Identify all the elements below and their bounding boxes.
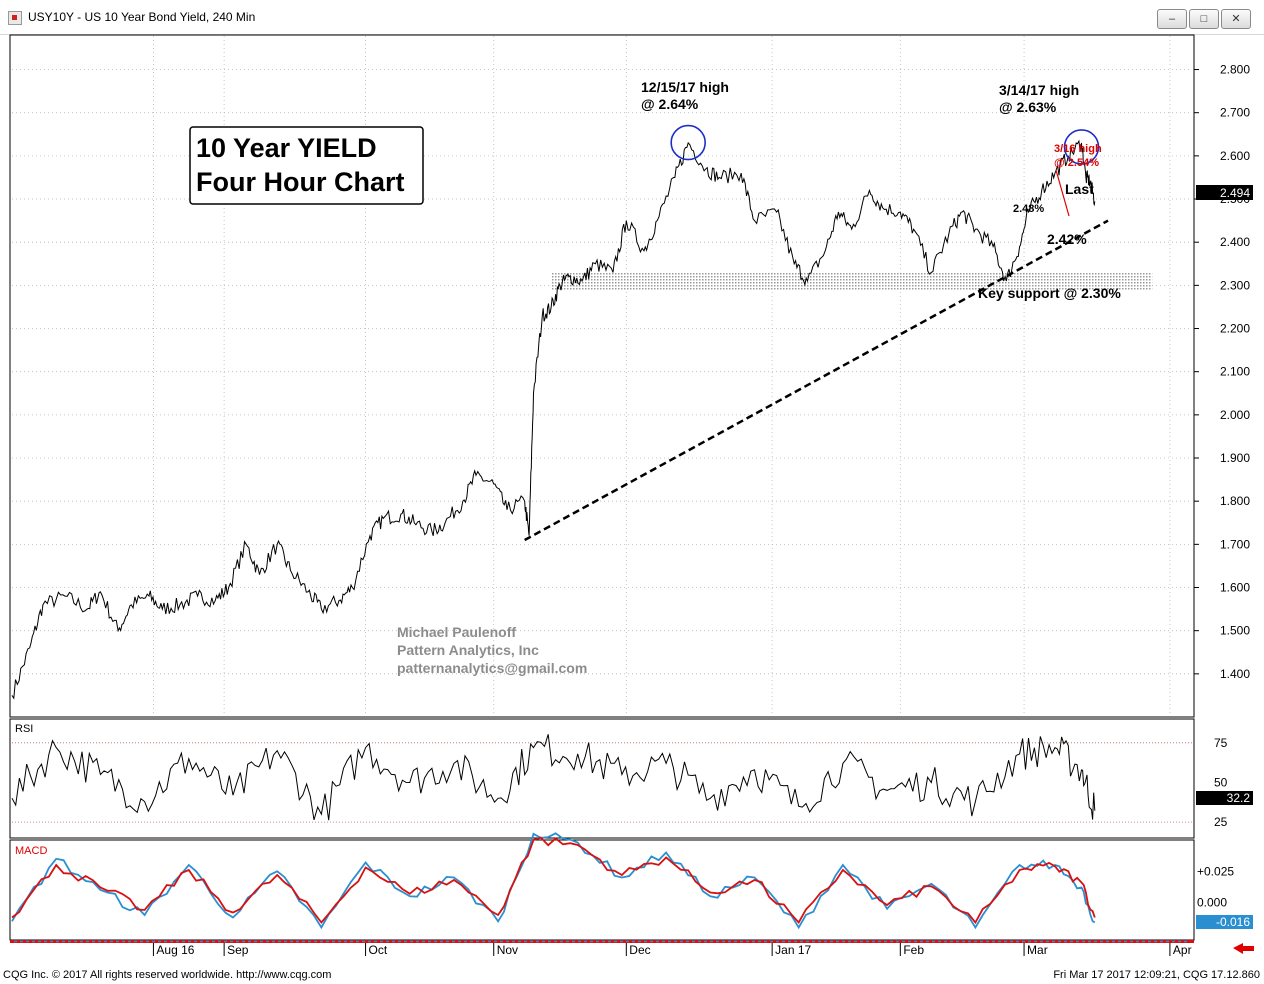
macd-label: MACD xyxy=(15,845,47,857)
support-zone xyxy=(551,272,1153,290)
x-tick-label: Jan 17 xyxy=(775,943,811,957)
annotation-dec-high-line2: @ 2.64% xyxy=(641,96,699,112)
annotation-248: 2.48% xyxy=(1013,203,1044,215)
copyright-text: CQG Inc. © 2017 All rights reserved worl… xyxy=(3,969,332,981)
date-x-axis: Aug 16 Sep Oct Nov Dec Jan 17 Feb Mar Apr xyxy=(10,940,1194,957)
x-tick-label: Dec xyxy=(629,943,650,957)
price-last-value: 2.494 xyxy=(1220,186,1250,200)
status-bar: CQG Inc. © 2017 All rights reserved worl… xyxy=(0,966,1264,984)
macd-series: +0.025 0.000 xyxy=(11,832,1234,930)
x-tick-label: Oct xyxy=(369,943,388,957)
rsi-tick-label: 25 xyxy=(1214,815,1228,829)
y-tick-label: 2.300 xyxy=(1220,278,1250,292)
rsi-label: RSI xyxy=(15,723,33,735)
annotation-key-support: Key support @ 2.30% xyxy=(978,285,1121,301)
y-tick-label: 2.800 xyxy=(1220,63,1250,77)
credit-name: Michael Paulenoff xyxy=(397,624,516,640)
macd-series-signal xyxy=(11,836,1096,925)
macd-tick-label: +0.025 xyxy=(1197,864,1234,878)
credit-email: patternanalytics@gmail.com xyxy=(397,660,587,676)
annotation-dec-high-line1: 12/15/17 high xyxy=(641,79,729,95)
support-band xyxy=(551,272,1153,290)
y-tick-label: 1.500 xyxy=(1220,624,1250,638)
macd-last-value: -0.016 xyxy=(1216,915,1250,929)
annotation-316-high-line1: 3/16 high xyxy=(1054,143,1102,155)
rsi-series: 25 50 75 xyxy=(11,734,1228,829)
maximize-button[interactable]: □ xyxy=(1189,9,1219,29)
y-tick-label: 2.100 xyxy=(1220,365,1250,379)
rising-trendline xyxy=(524,219,1109,542)
macd-tick-label: 0.000 xyxy=(1197,896,1227,910)
chart-subtitle: Four Hour Chart xyxy=(196,167,405,197)
annotation-mar-high-line1: 3/14/17 high xyxy=(999,82,1079,98)
annotation-last: Last xyxy=(1065,181,1094,197)
scroll-right-arrow-icon[interactable] xyxy=(1233,943,1254,954)
price-series xyxy=(11,139,1096,700)
credit-company: Pattern Analytics, Inc xyxy=(397,642,539,658)
macd-panel xyxy=(9,839,1195,941)
annotation-316-high-line2: @ 2.54% xyxy=(1054,157,1099,169)
high-circles xyxy=(670,124,1100,165)
y-tick-label: 1.800 xyxy=(1220,494,1250,508)
price-panel xyxy=(9,34,1195,718)
price-y-axis: 1.400 1.500 1.600 1.700 1.800 1.900 2.000 2.100… xyxy=(1194,63,1250,681)
y-tick-label: 2.000 xyxy=(1220,408,1250,422)
rsi-last-tag xyxy=(1196,791,1253,805)
x-tick-label: Sep xyxy=(227,943,249,957)
close-button[interactable]: ✕ xyxy=(1221,9,1251,29)
rsi-line xyxy=(11,734,1096,821)
minimize-button[interactable]: – xyxy=(1157,9,1187,29)
price-last-tag xyxy=(1196,185,1253,200)
x-tick-label: Apr xyxy=(1173,943,1192,957)
window-title: USY10Y - US 10 Year Bond Yield, 240 Min xyxy=(28,10,256,24)
chart-title: 10 Year YIELD xyxy=(196,133,377,163)
timestamp-text: Fri Mar 17 2017 12:09:21, CQG 17.12.860 xyxy=(1053,969,1260,981)
y-tick-label: 2.700 xyxy=(1220,106,1250,120)
app-icon xyxy=(8,11,22,25)
red-pointer-line xyxy=(1055,169,1070,217)
y-tick-label: 1.700 xyxy=(1220,537,1250,551)
rsi-tick-label: 75 xyxy=(1214,736,1228,750)
rsi-tick-label: 50 xyxy=(1214,775,1228,789)
y-tick-label: 1.600 xyxy=(1220,581,1250,595)
x-tick-label: Nov xyxy=(497,943,518,957)
high-marker-circle xyxy=(1063,129,1100,165)
x-tick-label: Mar xyxy=(1027,943,1048,957)
high-marker-circle xyxy=(670,124,706,161)
chart-title-box xyxy=(189,126,424,205)
x-tick-label: Aug 16 xyxy=(156,943,194,957)
rsi-panel xyxy=(9,718,1195,839)
y-tick-label: 1.400 xyxy=(1220,667,1250,681)
price-line xyxy=(11,139,1096,700)
y-tick-label: 1.900 xyxy=(1220,451,1250,465)
y-tick-label: 2.600 xyxy=(1220,149,1250,163)
annotation-242: 2.42% xyxy=(1047,231,1087,247)
y-tick-label: 2.400 xyxy=(1220,235,1250,249)
trendline xyxy=(524,219,1109,542)
grid-lines xyxy=(12,36,1192,716)
annotation-mar-high-line2: @ 2.63% xyxy=(999,99,1057,115)
y-tick-label: 2.200 xyxy=(1220,322,1250,336)
macd-last-tag xyxy=(1196,915,1253,929)
x-tick-label: Feb xyxy=(903,943,924,957)
rsi-last-value: 32.2 xyxy=(1227,791,1251,805)
